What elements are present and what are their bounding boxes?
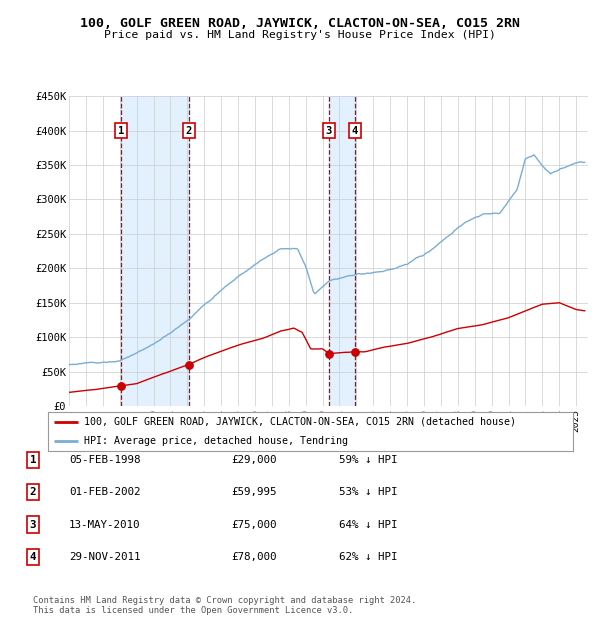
Text: 3: 3 bbox=[30, 520, 36, 529]
Text: £29,000: £29,000 bbox=[231, 455, 277, 465]
Text: Contains HM Land Registry data © Crown copyright and database right 2024.
This d: Contains HM Land Registry data © Crown c… bbox=[33, 596, 416, 615]
Text: HPI: Average price, detached house, Tendring: HPI: Average price, detached house, Tend… bbox=[84, 436, 348, 446]
Text: 1: 1 bbox=[118, 125, 124, 136]
Text: 05-FEB-1998: 05-FEB-1998 bbox=[69, 455, 140, 465]
Text: 3: 3 bbox=[326, 125, 332, 136]
Text: 29-NOV-2011: 29-NOV-2011 bbox=[69, 552, 140, 562]
Bar bbox=[121, 96, 188, 406]
Text: Price paid vs. HM Land Registry's House Price Index (HPI): Price paid vs. HM Land Registry's House … bbox=[104, 30, 496, 40]
Point bbox=[184, 360, 193, 370]
Text: 59% ↓ HPI: 59% ↓ HPI bbox=[339, 455, 397, 465]
Text: 64% ↓ HPI: 64% ↓ HPI bbox=[339, 520, 397, 529]
Text: 01-FEB-2002: 01-FEB-2002 bbox=[69, 487, 140, 497]
Text: 62% ↓ HPI: 62% ↓ HPI bbox=[339, 552, 397, 562]
Text: 4: 4 bbox=[352, 125, 358, 136]
Point bbox=[324, 350, 334, 360]
Text: 1: 1 bbox=[30, 455, 36, 465]
Point bbox=[350, 347, 359, 357]
Text: 100, GOLF GREEN ROAD, JAYWICK, CLACTON-ON-SEA, CO15 2RN (detached house): 100, GOLF GREEN ROAD, JAYWICK, CLACTON-O… bbox=[84, 417, 516, 427]
Text: 4: 4 bbox=[30, 552, 36, 562]
Text: £78,000: £78,000 bbox=[231, 552, 277, 562]
Text: 100, GOLF GREEN ROAD, JAYWICK, CLACTON-ON-SEA, CO15 2RN: 100, GOLF GREEN ROAD, JAYWICK, CLACTON-O… bbox=[80, 17, 520, 30]
Text: 13-MAY-2010: 13-MAY-2010 bbox=[69, 520, 140, 529]
Text: £75,000: £75,000 bbox=[231, 520, 277, 529]
Bar bbox=[329, 96, 355, 406]
Text: £59,995: £59,995 bbox=[231, 487, 277, 497]
Point bbox=[116, 381, 126, 391]
Text: 53% ↓ HPI: 53% ↓ HPI bbox=[339, 487, 397, 497]
Text: 2: 2 bbox=[30, 487, 36, 497]
Text: 2: 2 bbox=[185, 125, 192, 136]
